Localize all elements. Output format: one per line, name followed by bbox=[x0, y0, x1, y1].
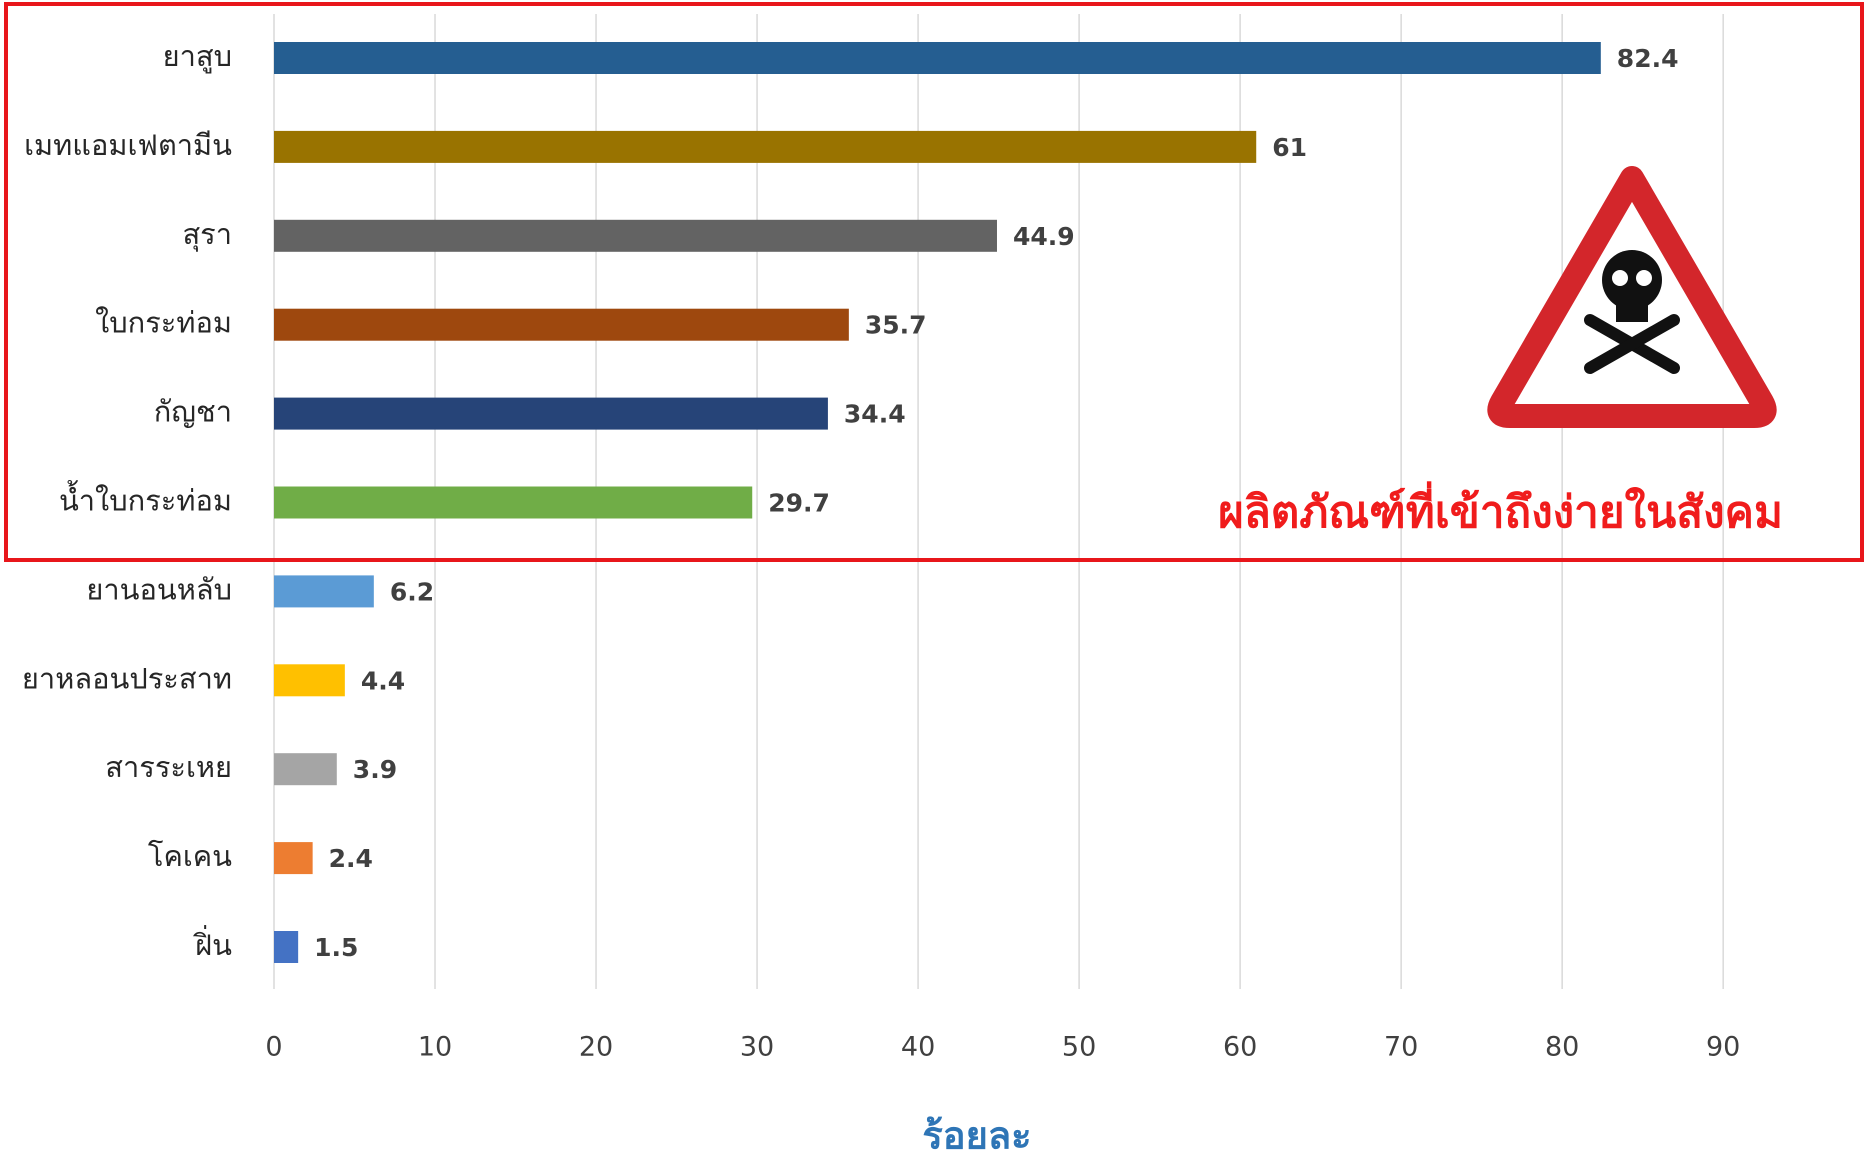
y-tick-label: น้ำใบกระท่อม bbox=[59, 480, 232, 518]
value-label: 35.7 bbox=[865, 311, 927, 340]
annotation: ผลิตภัณฑ์ที่เข้าถึงง่ายในสังคม bbox=[1218, 481, 1783, 538]
x-tick-label: 0 bbox=[265, 1032, 282, 1063]
y-tick-label: ยานอนหลับ bbox=[86, 572, 232, 606]
y-tick-label: สุรา bbox=[182, 217, 232, 252]
y-tick-label: ใบกระท่อม bbox=[95, 306, 232, 340]
x-tick-label: 10 bbox=[418, 1032, 452, 1063]
bar bbox=[274, 308, 849, 341]
x-tick-label: 20 bbox=[579, 1032, 613, 1063]
bars: ยาสูบ 82.4 เมทแอมเฟตามีน 61 สุรา 44.9 ใบกระท่อ… bbox=[22, 39, 1679, 963]
y-tick-label: สารระเหย bbox=[105, 750, 232, 784]
value-label: 61 bbox=[1272, 133, 1307, 162]
bar bbox=[274, 219, 997, 252]
value-label: 3.9 bbox=[353, 755, 397, 784]
bar bbox=[274, 931, 299, 963]
x-tick-label: 50 bbox=[1062, 1032, 1096, 1063]
highlight-box bbox=[4, 2, 1864, 562]
warning-sign bbox=[1487, 166, 1777, 428]
bar bbox=[274, 397, 828, 430]
bar bbox=[274, 130, 1257, 163]
x-tick-label: 90 bbox=[1706, 1032, 1740, 1063]
value-label: 44.9 bbox=[1013, 222, 1075, 251]
grid: 0 10 20 30 40 50 60 70 80 90 bbox=[265, 14, 1740, 1063]
y-tick-label: ยาสูบ bbox=[163, 39, 232, 74]
y-tick-label: ฝิ่น bbox=[193, 925, 232, 962]
y-tick-label: ยาหลอนประสาท bbox=[22, 661, 232, 695]
bar bbox=[274, 42, 1601, 74]
bar bbox=[274, 575, 374, 608]
x-tick-label: 30 bbox=[740, 1032, 774, 1063]
x-tick-label: 80 bbox=[1545, 1032, 1579, 1063]
bar bbox=[274, 664, 345, 697]
y-tick-label: โคเคน bbox=[148, 839, 232, 873]
bar bbox=[274, 753, 337, 786]
value-label: 1.5 bbox=[314, 933, 358, 962]
value-label: 4.4 bbox=[361, 666, 405, 695]
value-label: 6.2 bbox=[390, 577, 434, 606]
bar bbox=[274, 486, 753, 519]
value-label: 82.4 bbox=[1617, 44, 1679, 73]
bar bbox=[274, 842, 313, 875]
y-tick-label: เมทแอมเฟตามีน bbox=[24, 128, 232, 162]
x-tick-label: 40 bbox=[901, 1032, 935, 1063]
x-axis-label: ร้อยละ bbox=[922, 1114, 1031, 1158]
value-label: 29.7 bbox=[768, 489, 830, 518]
y-tick-label: กัญชา bbox=[154, 395, 232, 429]
x-tick-label: 60 bbox=[1223, 1032, 1257, 1063]
value-label: 2.4 bbox=[329, 844, 373, 873]
value-label: 34.4 bbox=[844, 400, 906, 429]
x-tick-label: 70 bbox=[1384, 1032, 1418, 1063]
